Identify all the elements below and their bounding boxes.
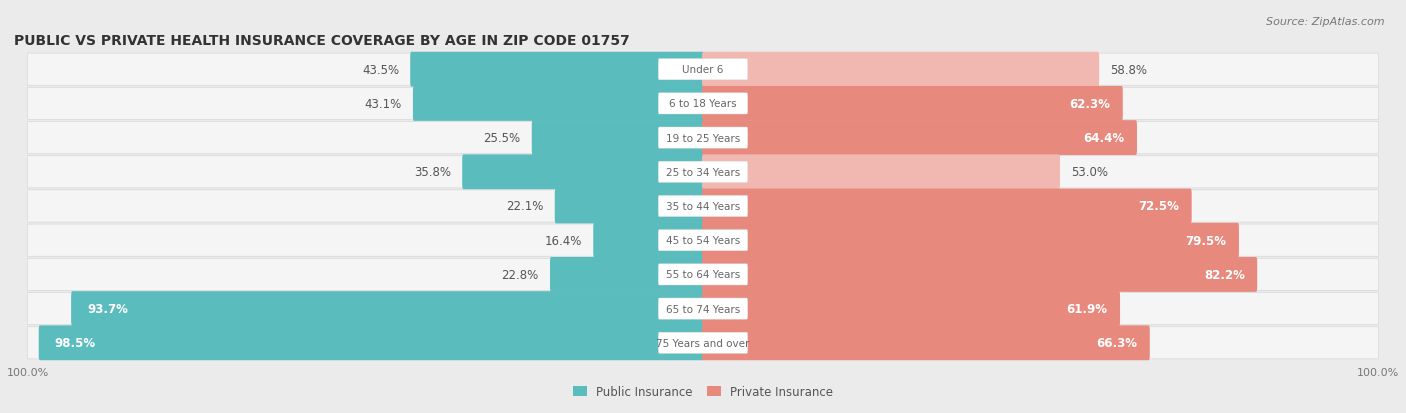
FancyBboxPatch shape <box>658 94 748 115</box>
FancyBboxPatch shape <box>658 298 748 319</box>
Text: 55 to 64 Years: 55 to 64 Years <box>666 270 740 280</box>
FancyBboxPatch shape <box>28 122 1378 154</box>
Text: PUBLIC VS PRIVATE HEALTH INSURANCE COVERAGE BY AGE IN ZIP CODE 01757: PUBLIC VS PRIVATE HEALTH INSURANCE COVER… <box>14 34 630 48</box>
Text: 25 to 34 Years: 25 to 34 Years <box>666 167 740 177</box>
Text: 62.3%: 62.3% <box>1070 97 1111 111</box>
Text: 43.1%: 43.1% <box>364 97 402 111</box>
Text: 93.7%: 93.7% <box>87 302 128 316</box>
Text: 19 to 25 Years: 19 to 25 Years <box>666 133 740 143</box>
Text: Source: ZipAtlas.com: Source: ZipAtlas.com <box>1267 17 1385 26</box>
FancyBboxPatch shape <box>702 87 1123 121</box>
Text: 58.8%: 58.8% <box>1111 64 1147 76</box>
Text: 82.2%: 82.2% <box>1204 268 1244 281</box>
FancyBboxPatch shape <box>28 190 1378 223</box>
Text: 43.5%: 43.5% <box>361 64 399 76</box>
Text: 16.4%: 16.4% <box>544 234 582 247</box>
Text: 25.5%: 25.5% <box>484 132 520 145</box>
FancyBboxPatch shape <box>28 54 1378 86</box>
FancyBboxPatch shape <box>413 87 704 121</box>
FancyBboxPatch shape <box>702 292 1121 326</box>
Text: 35.8%: 35.8% <box>413 166 451 179</box>
FancyBboxPatch shape <box>28 327 1378 359</box>
Text: 53.0%: 53.0% <box>1071 166 1108 179</box>
FancyBboxPatch shape <box>658 128 748 149</box>
FancyBboxPatch shape <box>72 292 704 326</box>
FancyBboxPatch shape <box>28 293 1378 325</box>
FancyBboxPatch shape <box>28 88 1378 120</box>
Legend: Public Insurance, Private Insurance: Public Insurance, Private Insurance <box>572 385 834 399</box>
FancyBboxPatch shape <box>702 257 1257 292</box>
FancyBboxPatch shape <box>39 325 704 361</box>
FancyBboxPatch shape <box>658 196 748 217</box>
Text: 75 Years and over: 75 Years and over <box>657 338 749 348</box>
FancyBboxPatch shape <box>28 259 1378 291</box>
FancyBboxPatch shape <box>702 189 1192 224</box>
Text: 6 to 18 Years: 6 to 18 Years <box>669 99 737 109</box>
Text: 98.5%: 98.5% <box>55 337 96 349</box>
FancyBboxPatch shape <box>555 189 704 224</box>
FancyBboxPatch shape <box>28 157 1378 188</box>
Text: 72.5%: 72.5% <box>1139 200 1180 213</box>
FancyBboxPatch shape <box>593 223 704 258</box>
Text: 66.3%: 66.3% <box>1097 337 1137 349</box>
FancyBboxPatch shape <box>658 264 748 285</box>
FancyBboxPatch shape <box>702 121 1137 156</box>
Text: 61.9%: 61.9% <box>1067 302 1108 316</box>
Text: 65 to 74 Years: 65 to 74 Years <box>666 304 740 314</box>
FancyBboxPatch shape <box>658 230 748 251</box>
FancyBboxPatch shape <box>702 223 1239 258</box>
FancyBboxPatch shape <box>658 332 748 354</box>
Text: 22.8%: 22.8% <box>502 268 538 281</box>
FancyBboxPatch shape <box>658 162 748 183</box>
FancyBboxPatch shape <box>531 121 704 156</box>
FancyBboxPatch shape <box>463 155 704 190</box>
Text: 64.4%: 64.4% <box>1084 132 1125 145</box>
FancyBboxPatch shape <box>702 325 1150 361</box>
Text: 22.1%: 22.1% <box>506 200 544 213</box>
Text: 79.5%: 79.5% <box>1185 234 1226 247</box>
FancyBboxPatch shape <box>550 257 704 292</box>
FancyBboxPatch shape <box>702 52 1099 88</box>
Text: 45 to 54 Years: 45 to 54 Years <box>666 236 740 246</box>
FancyBboxPatch shape <box>411 52 704 88</box>
FancyBboxPatch shape <box>28 225 1378 256</box>
Text: 35 to 44 Years: 35 to 44 Years <box>666 202 740 211</box>
FancyBboxPatch shape <box>702 155 1060 190</box>
Text: Under 6: Under 6 <box>682 65 724 75</box>
FancyBboxPatch shape <box>658 59 748 81</box>
